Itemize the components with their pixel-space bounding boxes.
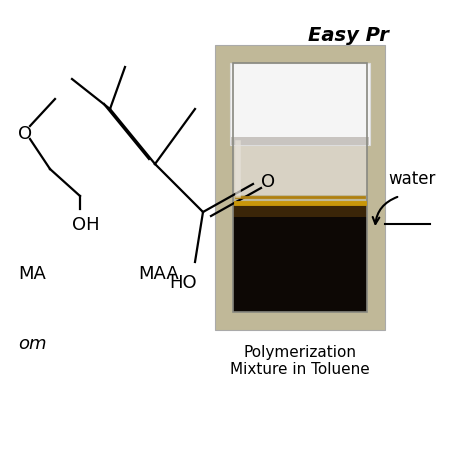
Text: O: O — [18, 125, 32, 143]
Bar — [215, 45, 385, 330]
Bar — [231, 137, 369, 145]
Bar — [233, 205, 367, 217]
Text: water: water — [388, 170, 436, 188]
Text: OH: OH — [72, 216, 100, 234]
Text: Polymerization
Mixture in Toluene: Polymerization Mixture in Toluene — [230, 345, 370, 377]
Text: O: O — [261, 173, 275, 191]
Bar — [233, 63, 367, 312]
Text: MAA: MAA — [138, 265, 179, 283]
Text: HO: HO — [169, 274, 197, 292]
Bar — [230, 63, 370, 145]
Text: MA: MA — [18, 265, 46, 283]
Text: om: om — [18, 335, 46, 353]
Bar — [233, 217, 367, 312]
Bar — [233, 143, 367, 195]
FancyArrowPatch shape — [373, 197, 397, 224]
Text: Easy Pr: Easy Pr — [308, 26, 389, 45]
